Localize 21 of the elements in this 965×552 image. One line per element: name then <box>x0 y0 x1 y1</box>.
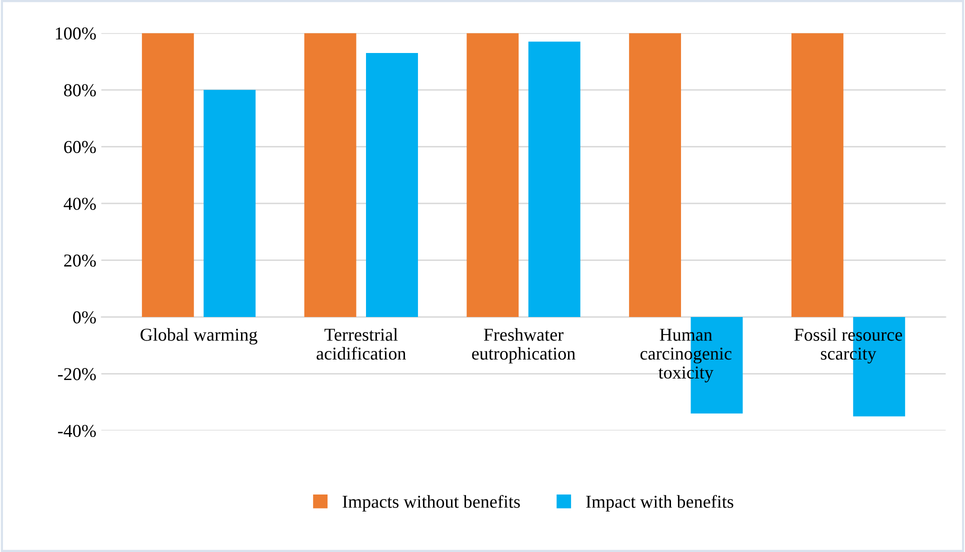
bar <box>466 33 519 318</box>
bar <box>366 52 418 318</box>
y-tick-label: 0% <box>73 311 96 324</box>
bar <box>528 42 580 318</box>
y-tick-label: -20% <box>58 368 96 380</box>
legend-label: Impacts without benefits <box>342 494 520 512</box>
bar <box>142 33 194 318</box>
y-tick-label: 20% <box>64 254 96 267</box>
x-tick-label: Freshwater eutrophication <box>472 328 576 364</box>
bar <box>204 90 256 318</box>
x-tick-label: Global warming <box>140 328 258 345</box>
y-tick-label: 100% <box>56 27 96 40</box>
bar <box>304 33 356 318</box>
y-tick-label: 80% <box>64 84 96 96</box>
x-tick-label: Terrestrial acidification <box>316 328 406 360</box>
bar <box>629 33 682 318</box>
bar <box>791 33 844 318</box>
y-tick-label: 60% <box>64 140 96 154</box>
legend-label: Impact with benefits <box>586 494 734 512</box>
y-tick-label: -40% <box>58 424 96 438</box>
y-tick-label: 40% <box>64 198 96 210</box>
